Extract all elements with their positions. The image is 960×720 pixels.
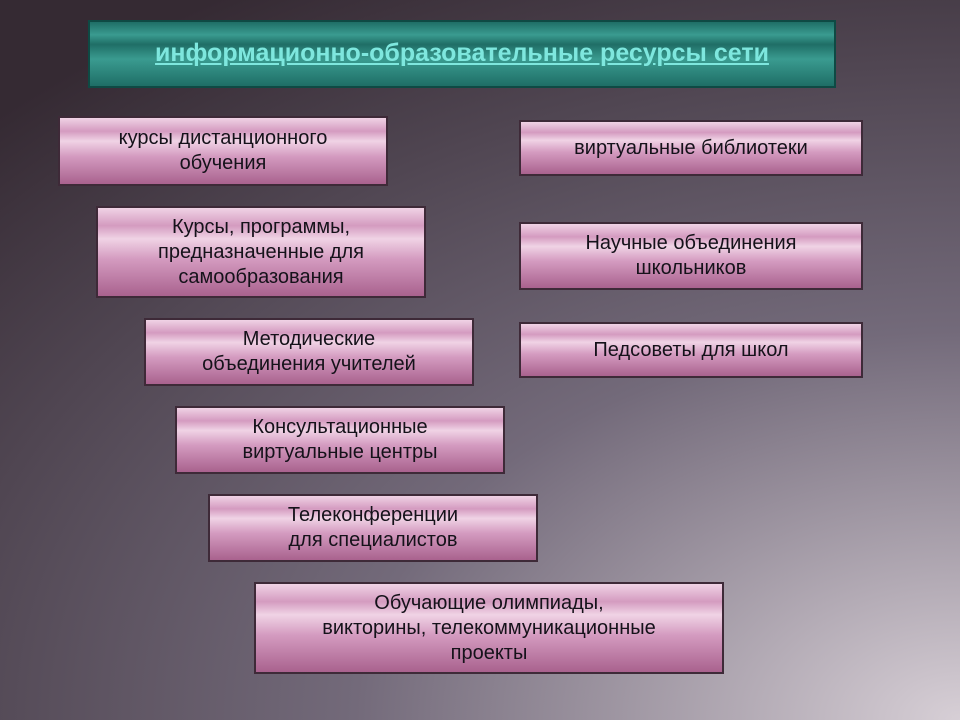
item-self-education: Курсы, программы, предназначенные для са… — [96, 206, 426, 298]
title-text: информационно-образовательные ресурсы се… — [155, 38, 769, 69]
item-virtual-libs-label: виртуальные библиотеки — [574, 136, 808, 161]
item-teleconf: Телеконференции для специалистов — [208, 494, 538, 562]
infographic-stage: информационно-образовательные ресурсы се… — [0, 0, 960, 720]
item-science-unions-label: Научные объединения школьников — [585, 231, 796, 281]
item-distance-courses: курсы дистанционного обучения — [58, 116, 388, 186]
item-science-unions: Научные объединения школьников — [519, 222, 863, 290]
title-box: информационно-образовательные ресурсы се… — [88, 20, 836, 88]
item-teleconf-label: Телеконференции для специалистов — [288, 503, 458, 553]
item-pedsovet-label: Педсоветы для школ — [593, 338, 788, 363]
item-consult-centers-label: Консультационные виртуальные центры — [242, 415, 437, 465]
item-teachers-assoc-label: Методические объединения учителей — [202, 327, 416, 377]
item-self-education-label: Курсы, программы, предназначенные для са… — [158, 215, 364, 290]
item-teachers-assoc: Методические объединения учителей — [144, 318, 474, 386]
item-consult-centers: Консультационные виртуальные центры — [175, 406, 505, 474]
item-olympiads: Обучающие олимпиады, викторины, телекомм… — [254, 582, 724, 674]
item-pedsovet: Педсоветы для школ — [519, 322, 863, 378]
item-distance-courses-label: курсы дистанционного обучения — [119, 126, 328, 176]
item-olympiads-label: Обучающие олимпиады, викторины, телекомм… — [322, 591, 656, 666]
item-virtual-libs: виртуальные библиотеки — [519, 120, 863, 176]
